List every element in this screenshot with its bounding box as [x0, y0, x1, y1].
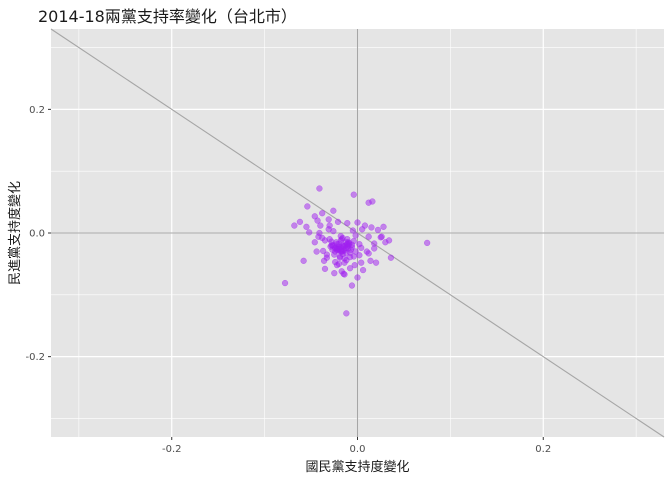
data-point	[317, 222, 324, 229]
data-points	[281, 185, 431, 317]
data-point	[311, 239, 318, 246]
data-point	[330, 207, 337, 214]
y-axis-ticks: -0.2 0.0 0.2	[25, 105, 51, 363]
data-point	[367, 257, 374, 264]
data-point	[291, 222, 298, 229]
x-axis-title: 國民黨支持度變化	[305, 459, 409, 475]
x-axis-ticks: -0.2 0.0 0.2	[162, 437, 551, 455]
data-point	[314, 217, 321, 224]
data-point	[323, 251, 331, 258]
data-point	[348, 282, 356, 289]
data-point	[344, 219, 351, 227]
data-point	[316, 185, 323, 192]
data-point	[331, 270, 338, 277]
data-point	[365, 233, 372, 240]
data-point	[313, 248, 320, 255]
data-point	[350, 191, 357, 198]
y-tick-label: 0.2	[29, 105, 45, 116]
data-point	[296, 218, 304, 226]
chart-title: 2014-18兩黨支持率變化（台北市）	[38, 7, 297, 26]
data-point	[354, 219, 361, 226]
data-point	[335, 260, 343, 268]
data-point	[363, 248, 370, 255]
data-point	[365, 199, 372, 206]
data-point	[321, 265, 329, 273]
y-tick-label: 0.0	[29, 229, 45, 240]
data-point	[344, 240, 351, 248]
data-point	[374, 226, 382, 234]
data-point	[359, 266, 367, 274]
data-point	[372, 259, 380, 266]
data-point	[356, 240, 363, 248]
data-point	[338, 236, 345, 243]
data-point	[321, 237, 329, 244]
data-point	[281, 279, 289, 287]
data-point	[316, 229, 323, 237]
data-point	[358, 259, 365, 266]
data-point	[341, 271, 348, 278]
data-point	[387, 254, 395, 261]
y-axis-title: 民進黨支持度變化	[7, 181, 23, 285]
data-point	[354, 274, 361, 281]
data-point	[343, 310, 350, 317]
data-point	[351, 261, 358, 269]
data-point	[382, 239, 389, 246]
data-point	[424, 239, 431, 247]
data-point	[341, 259, 348, 266]
x-tick-label: 0.2	[535, 444, 551, 455]
data-point	[346, 265, 354, 272]
data-point	[325, 216, 332, 223]
data-point	[358, 226, 366, 233]
data-point	[371, 240, 378, 247]
data-point	[333, 246, 341, 253]
y-tick-label: -0.2	[25, 352, 45, 363]
data-point	[368, 224, 375, 231]
data-point	[377, 234, 384, 241]
data-point	[304, 203, 311, 210]
data-point	[380, 223, 387, 230]
data-point	[325, 226, 332, 233]
data-point	[334, 218, 342, 226]
data-point	[306, 229, 313, 236]
data-point	[303, 223, 310, 230]
x-tick-label: 0.0	[350, 444, 366, 455]
data-point	[319, 247, 327, 255]
data-point	[300, 257, 307, 264]
x-tick-label: -0.2	[162, 444, 182, 455]
data-point	[349, 227, 357, 234]
data-point	[352, 232, 359, 239]
data-point	[319, 210, 326, 217]
data-point	[350, 253, 357, 260]
